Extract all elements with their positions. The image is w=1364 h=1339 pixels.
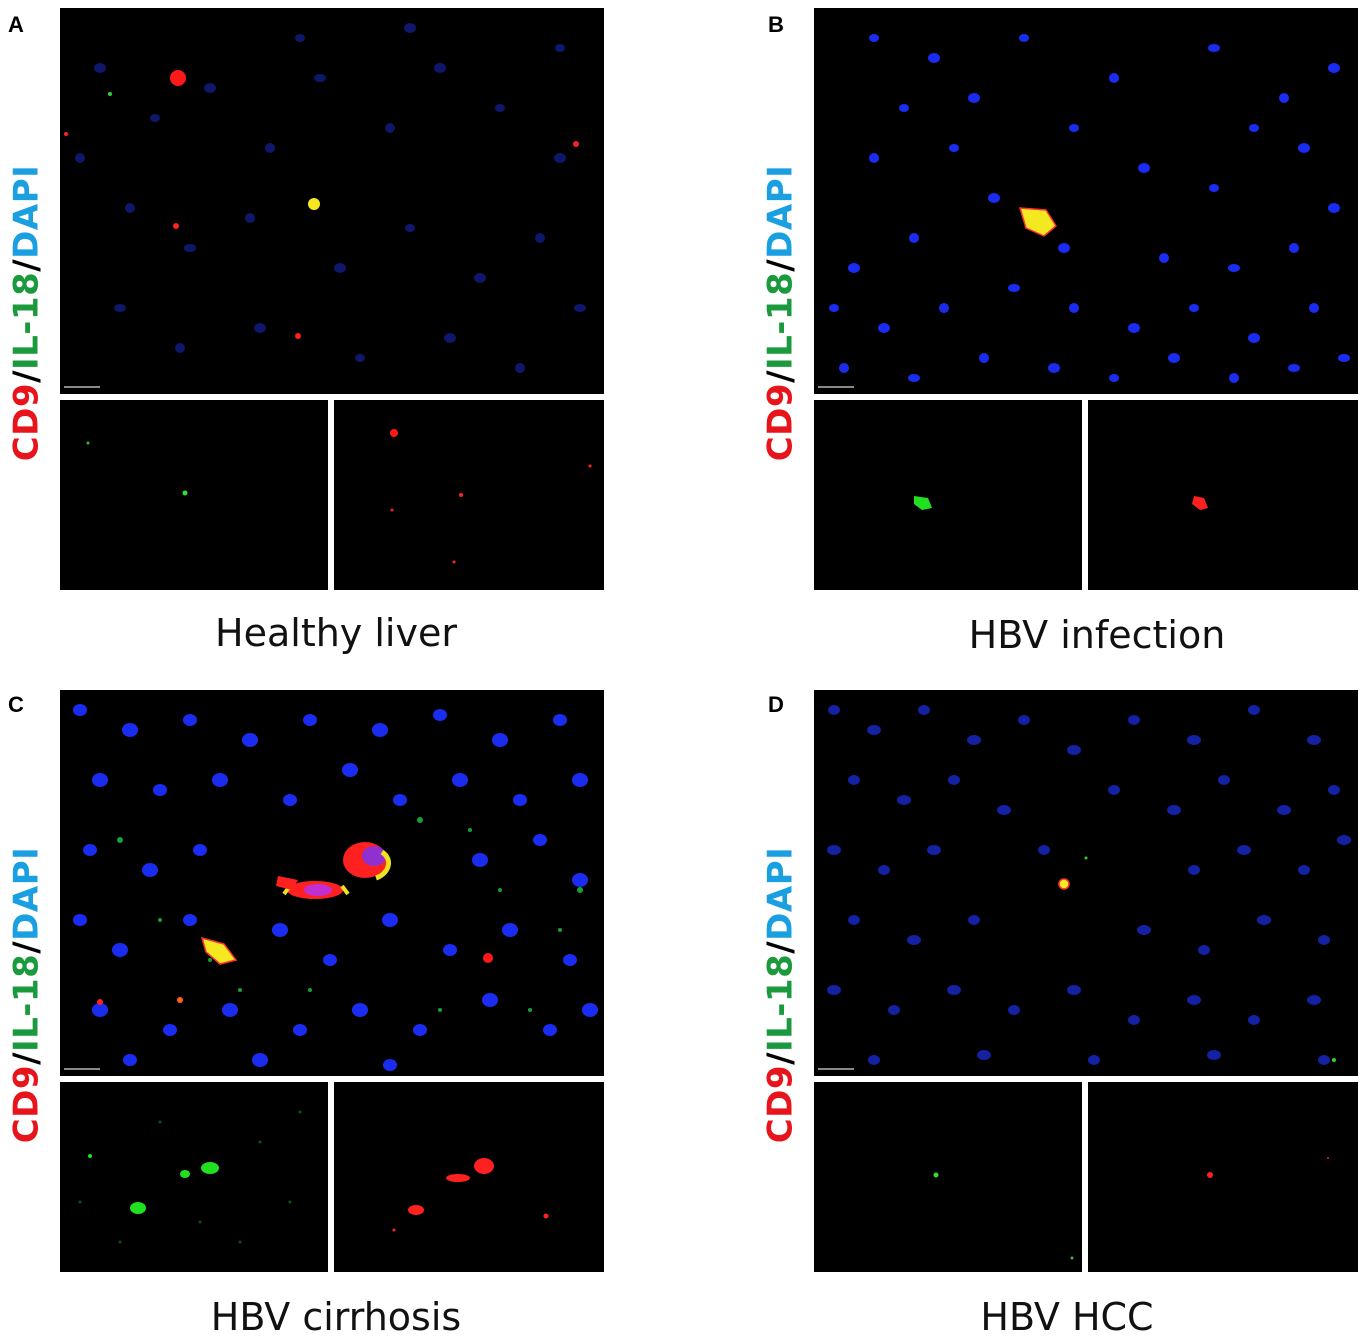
caption-b: HBV infection — [968, 613, 1226, 657]
il18-channel-micrograph-b — [814, 400, 1082, 590]
il18-channel-micrograph-d — [814, 1082, 1082, 1272]
stain-label-c: CD9/IL-18/DAPI — [6, 846, 47, 1144]
merged-micrograph-a — [60, 8, 604, 394]
stain-il18: IL-18 — [6, 271, 47, 371]
stain-dapi: DAPI — [6, 164, 47, 259]
panel-letter-b: B — [768, 12, 784, 37]
caption-a: Healthy liver — [215, 611, 457, 655]
stain-label-a: CD9/IL-18/DAPI — [6, 164, 47, 462]
stain-cd9: CD9 — [6, 382, 47, 462]
stain-label-b: CD9/IL-18/DAPI — [760, 164, 801, 462]
il18-channel-micrograph-c — [60, 1082, 328, 1272]
cd9-channel-micrograph-d — [1088, 1082, 1358, 1272]
stain-label-d: CD9/IL-18/DAPI — [760, 846, 801, 1144]
caption-c: HBV cirrhosis — [210, 1295, 462, 1339]
panel-letter-c: C — [8, 692, 24, 717]
panel-letter-d: D — [768, 692, 784, 717]
il18-channel-micrograph-a — [60, 400, 328, 590]
caption-d: HBV HCC — [980, 1295, 1154, 1339]
panel-letter-a: A — [8, 12, 24, 37]
cd9-channel-micrograph-b — [1088, 400, 1358, 590]
merged-micrograph-b — [814, 8, 1358, 394]
merged-micrograph-d — [814, 690, 1358, 1076]
cd9-channel-micrograph-c — [334, 1082, 604, 1272]
cd9-channel-micrograph-a — [334, 400, 604, 590]
merged-micrograph-c — [60, 690, 604, 1076]
